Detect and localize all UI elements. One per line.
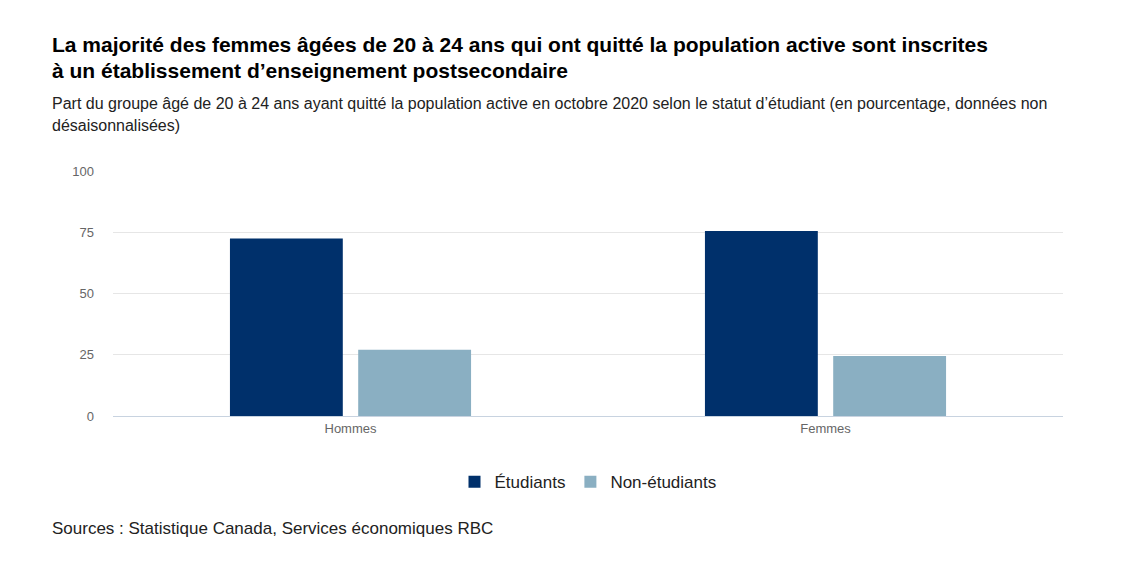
html-text:Sources : Statistique Canada,: Sources : Statistique Canada, Services é… bbox=[52, 519, 494, 538]
svg-text:25: 25 bbox=[80, 347, 94, 362]
html-text:La majorité des femmes âgées d: La majorité des femmes âgées de 20 à 24 … bbox=[52, 33, 988, 82]
html-text:Part du groupe âgé de 20 à 24: Part du groupe âgé de 20 à 24 ans ayant … bbox=[52, 95, 1048, 134]
svg-text:Non-étudiants: Non-étudiants bbox=[610, 473, 716, 492]
svg-text:0: 0 bbox=[87, 409, 94, 424]
svg-text:Étudiants: Étudiants bbox=[495, 473, 566, 492]
svg-text:75: 75 bbox=[80, 225, 94, 240]
svg-text:Femmes: Femmes bbox=[800, 421, 851, 436]
svg-text:100: 100 bbox=[72, 164, 94, 179]
svg-text:50: 50 bbox=[80, 286, 94, 301]
svg-text:Hommes: Hommes bbox=[324, 421, 377, 436]
